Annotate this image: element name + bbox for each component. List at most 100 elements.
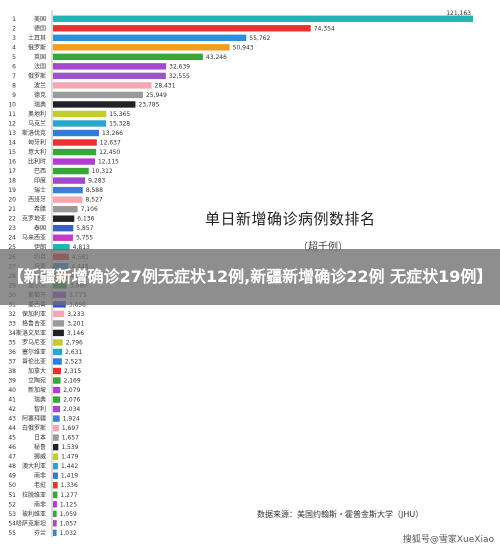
country-label: 拉脱维亚 [22, 491, 46, 499]
rank-number: 45 [8, 435, 16, 442]
value-label: 1,442 [61, 463, 78, 470]
bar [53, 310, 65, 318]
value-label: 2,315 [64, 368, 81, 375]
bar [53, 396, 61, 403]
rank-number: 19 [8, 187, 16, 194]
rank-number: 8 [12, 82, 16, 89]
rank-number: 39 [8, 378, 16, 385]
rank-number: 43 [8, 416, 16, 423]
value-label: 28,431 [155, 82, 176, 89]
rank-number: 17 [8, 168, 16, 175]
bar [53, 529, 57, 537]
rank-number: 34 [8, 330, 16, 337]
value-label: 2,076 [63, 397, 80, 404]
rank-number: 50 [8, 482, 16, 489]
country-label: 哈萨克斯坦 [16, 519, 46, 527]
bar [53, 520, 57, 527]
bar [53, 358, 62, 365]
country-label: 阿塞拜疆 [22, 415, 46, 423]
country-label: 法国 [34, 62, 46, 70]
bar [53, 63, 167, 70]
country-label: 巴西 [34, 168, 46, 175]
country-label: 瑞典 [34, 100, 46, 108]
bar [53, 139, 97, 146]
bar [53, 415, 60, 422]
value-label: 12,637 [100, 140, 121, 147]
rank-number: 22 [8, 216, 16, 223]
rank-number: 25 [8, 244, 16, 251]
rank-number: 38 [8, 368, 16, 375]
value-label: 1,419 [61, 473, 78, 480]
country-label: 格鲁吉亚 [22, 319, 46, 327]
country-label: 澳大利亚 [22, 462, 46, 470]
rank-number: 53 [8, 511, 16, 518]
value-label: 1,277 [60, 492, 77, 499]
headline-text: 【新疆新增确诊27例无症状12例,新疆新增确诊22例 无症状19例】 [7, 267, 493, 286]
country-label: 波兰 [34, 81, 46, 89]
country-label: 瑞典 [34, 396, 46, 404]
bar [53, 120, 107, 127]
country-label: 日本 [34, 434, 46, 442]
value-label: 9,283 [88, 178, 105, 185]
value-label: 2,523 [65, 358, 82, 365]
bar [53, 34, 247, 41]
rank-number: 47 [8, 454, 16, 461]
value-label: 2,079 [63, 387, 80, 394]
value-label: 32,639 [169, 63, 190, 70]
bar [53, 320, 65, 327]
value-label: 1,125 [60, 501, 77, 508]
value-label: 1,539 [61, 444, 78, 451]
country-label: 伊朗 [34, 243, 46, 251]
rank-number: 5 [12, 54, 16, 61]
bar [53, 225, 74, 232]
value-label: 15,328 [109, 120, 130, 127]
country-label: 保加利亚 [22, 310, 46, 318]
rank-number: 55 [8, 530, 16, 537]
rank-number: 54 [8, 520, 16, 527]
bar [53, 25, 311, 32]
bar [53, 434, 59, 441]
bar [53, 377, 61, 384]
value-label: 32,555 [169, 73, 190, 80]
rank-number: 1 [12, 16, 16, 23]
country-label: 德国 [34, 24, 46, 32]
rank-number: 2 [12, 25, 16, 32]
source-note: 数据来源：美国约翰斯・霍普金斯大学（JHU） [257, 510, 424, 519]
bar [53, 491, 58, 498]
value-label: 15,365 [109, 111, 130, 118]
country-label: 芬兰 [34, 529, 46, 537]
value-label: 1,032 [60, 530, 77, 537]
value-label: 6,136 [77, 216, 94, 223]
value-label: 2,631 [65, 349, 82, 356]
country-label: 俄罗斯 [28, 72, 46, 80]
bar [53, 510, 57, 517]
value-label: 4,813 [73, 244, 90, 251]
bar [53, 72, 166, 80]
bar [53, 167, 89, 175]
bar [53, 148, 97, 156]
country-label: 挪威 [34, 453, 46, 461]
country-label: 老挝 [34, 481, 46, 489]
value-label: 3,233 [67, 311, 84, 318]
value-label: 23,785 [138, 101, 159, 108]
value-label: 8,588 [86, 187, 103, 194]
bar [53, 405, 61, 413]
value-label: 3,146 [67, 330, 84, 337]
bar [53, 82, 152, 89]
country-label: 英国 [34, 53, 46, 61]
rank-number: 4 [12, 44, 16, 51]
country-label: 俄罗斯 [28, 43, 46, 51]
rank-number: 7 [12, 73, 16, 80]
rank-number: 18 [8, 178, 16, 185]
bar [53, 234, 73, 241]
rank-number: 49 [8, 473, 16, 480]
chart-subtitle: （超千例） [298, 242, 348, 253]
value-label: 3,201 [67, 320, 84, 327]
country-label: 意大利 [28, 148, 46, 156]
bar [53, 205, 78, 213]
rank-number: 35 [8, 339, 16, 346]
country-label: 美国 [34, 15, 46, 23]
country-label: 奥地利 [28, 110, 46, 118]
value-label: 5,857 [76, 225, 93, 232]
